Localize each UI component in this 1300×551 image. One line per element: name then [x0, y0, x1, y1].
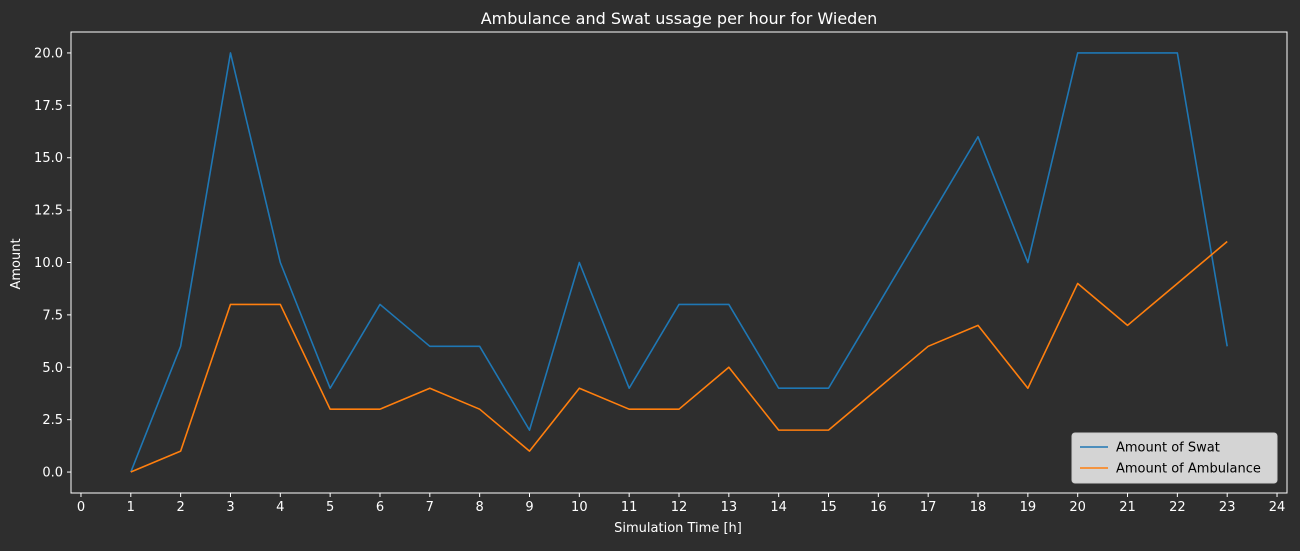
legend-label: Amount of Swat — [1116, 441, 1220, 456]
x-tick-label: 9 — [525, 500, 533, 515]
x-tick-label: 13 — [721, 500, 738, 515]
x-tick-label: 10 — [571, 500, 588, 515]
legend: Amount of Swat Amount of Ambulance — [1071, 432, 1278, 484]
x-axis-title: Simulation Time [h] — [614, 521, 742, 536]
x-tick-label: 8 — [476, 500, 484, 515]
x-tick-label: 1 — [127, 500, 135, 515]
legend-label: Amount of Ambulance — [1116, 462, 1261, 477]
x-tick-label: 2 — [176, 500, 184, 515]
x-tick-label: 4 — [276, 500, 284, 515]
y-tick-label: 20.0 — [34, 46, 63, 61]
x-tick-label: 24 — [1269, 500, 1286, 515]
y-tick-label: 5.0 — [42, 361, 63, 376]
series-layer — [130, 52, 1228, 473]
x-tick-label: 3 — [226, 500, 234, 515]
x-tick-label: 5 — [326, 500, 334, 515]
y-tick-label: 7.5 — [42, 308, 63, 323]
x-tick-label: 22 — [1169, 500, 1186, 515]
x-tick-label: 16 — [870, 500, 887, 515]
x-tick-label: 21 — [1119, 500, 1136, 515]
y-axis-title: Amount — [9, 238, 24, 289]
y-tick-label: 2.5 — [42, 413, 63, 428]
y-tick-label: 15.0 — [34, 151, 63, 166]
y-tick-label: 0.0 — [42, 466, 63, 481]
y-axis: 0.0 2.5 5.0 7.5 10.0 12.5 15.0 17.5 20.0 — [34, 46, 71, 481]
chart-title: Ambulance and Swat ussage per hour for W… — [481, 9, 878, 28]
x-axis: 0 1 2 3 4 5 6 7 8 9 10 11 12 13 14 15 16 17 18 19 20 21 22 23 24 — [77, 493, 1285, 515]
x-tick-label: 19 — [1020, 500, 1037, 515]
plot-area — [70, 31, 1288, 494]
x-tick-label: 18 — [970, 500, 987, 515]
series-line-swat — [130, 52, 1228, 473]
x-tick-label: 14 — [770, 500, 787, 515]
x-tick-label: 23 — [1219, 500, 1236, 515]
x-tick-label: 0 — [77, 500, 85, 515]
x-tick-label: 6 — [376, 500, 384, 515]
x-tick-label: 15 — [820, 500, 837, 515]
legend-box — [1071, 432, 1278, 484]
x-tick-label: 12 — [671, 500, 688, 515]
y-tick-label: 10.0 — [34, 256, 63, 271]
x-tick-label: 7 — [426, 500, 434, 515]
x-tick-label: 11 — [621, 500, 638, 515]
y-tick-label: 17.5 — [34, 99, 63, 114]
series-line-ambulance — [130, 240, 1228, 473]
y-tick-label: 12.5 — [34, 204, 63, 219]
x-tick-label: 20 — [1069, 500, 1086, 515]
x-tick-label: 17 — [920, 500, 937, 515]
